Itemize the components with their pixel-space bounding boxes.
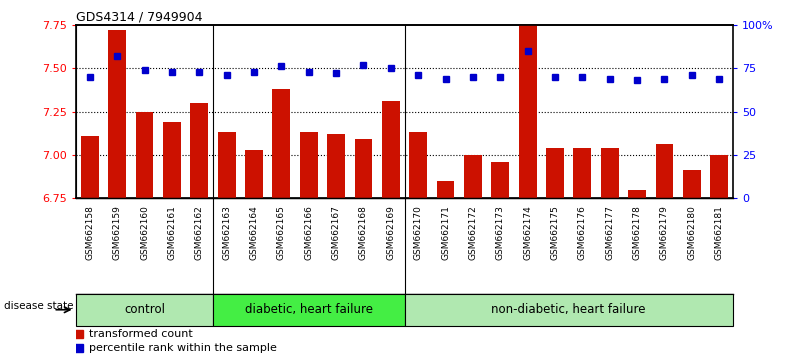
Bar bbox=[382, 101, 400, 198]
Bar bbox=[327, 134, 345, 198]
Text: diabetic, heart failure: diabetic, heart failure bbox=[245, 303, 372, 316]
Bar bbox=[546, 148, 564, 198]
Text: GSM662165: GSM662165 bbox=[277, 205, 286, 260]
Text: GSM662166: GSM662166 bbox=[304, 205, 313, 260]
Bar bbox=[405, 294, 733, 326]
Bar bbox=[574, 148, 591, 198]
Bar bbox=[355, 139, 372, 198]
Text: GSM662161: GSM662161 bbox=[167, 205, 176, 260]
Bar bbox=[519, 25, 537, 198]
Text: percentile rank within the sample: percentile rank within the sample bbox=[89, 343, 277, 353]
Text: GSM662173: GSM662173 bbox=[496, 205, 505, 260]
Text: GSM662167: GSM662167 bbox=[332, 205, 340, 260]
Bar bbox=[601, 148, 618, 198]
Bar bbox=[81, 136, 99, 198]
Bar bbox=[409, 132, 427, 198]
Text: GSM662177: GSM662177 bbox=[606, 205, 614, 260]
Bar bbox=[464, 155, 482, 198]
Text: disease state: disease state bbox=[4, 301, 74, 311]
Bar bbox=[628, 190, 646, 198]
Text: GSM662160: GSM662160 bbox=[140, 205, 149, 260]
Text: GSM662175: GSM662175 bbox=[550, 205, 560, 260]
Text: transformed count: transformed count bbox=[89, 329, 193, 339]
Text: GSM662164: GSM662164 bbox=[249, 205, 259, 260]
Text: GSM662163: GSM662163 bbox=[222, 205, 231, 260]
Bar bbox=[218, 132, 235, 198]
Text: GSM662159: GSM662159 bbox=[113, 205, 122, 260]
Text: GSM662181: GSM662181 bbox=[714, 205, 724, 260]
Text: GSM662171: GSM662171 bbox=[441, 205, 450, 260]
Bar bbox=[683, 171, 701, 198]
Bar bbox=[300, 132, 318, 198]
Bar bbox=[437, 181, 454, 198]
Bar bbox=[191, 103, 208, 198]
Bar bbox=[135, 112, 154, 198]
Text: GSM662162: GSM662162 bbox=[195, 205, 203, 260]
Bar bbox=[108, 30, 126, 198]
Text: GDS4314 / 7949904: GDS4314 / 7949904 bbox=[76, 11, 203, 24]
Bar bbox=[272, 89, 290, 198]
Bar bbox=[245, 150, 263, 198]
Bar bbox=[491, 162, 509, 198]
Bar bbox=[655, 144, 674, 198]
Bar bbox=[213, 294, 405, 326]
Text: GSM662176: GSM662176 bbox=[578, 205, 587, 260]
Text: GSM662170: GSM662170 bbox=[413, 205, 423, 260]
Text: GSM662180: GSM662180 bbox=[687, 205, 696, 260]
Text: control: control bbox=[124, 303, 165, 316]
Bar bbox=[76, 294, 213, 326]
Text: GSM662178: GSM662178 bbox=[633, 205, 642, 260]
Text: GSM662168: GSM662168 bbox=[359, 205, 368, 260]
Text: GSM662172: GSM662172 bbox=[469, 205, 477, 260]
Text: non-diabetic, heart failure: non-diabetic, heart failure bbox=[492, 303, 646, 316]
Bar bbox=[710, 155, 728, 198]
Bar bbox=[163, 122, 181, 198]
Text: GSM662179: GSM662179 bbox=[660, 205, 669, 260]
Text: GSM662169: GSM662169 bbox=[386, 205, 396, 260]
Text: GSM662174: GSM662174 bbox=[523, 205, 532, 260]
Text: GSM662158: GSM662158 bbox=[85, 205, 95, 260]
